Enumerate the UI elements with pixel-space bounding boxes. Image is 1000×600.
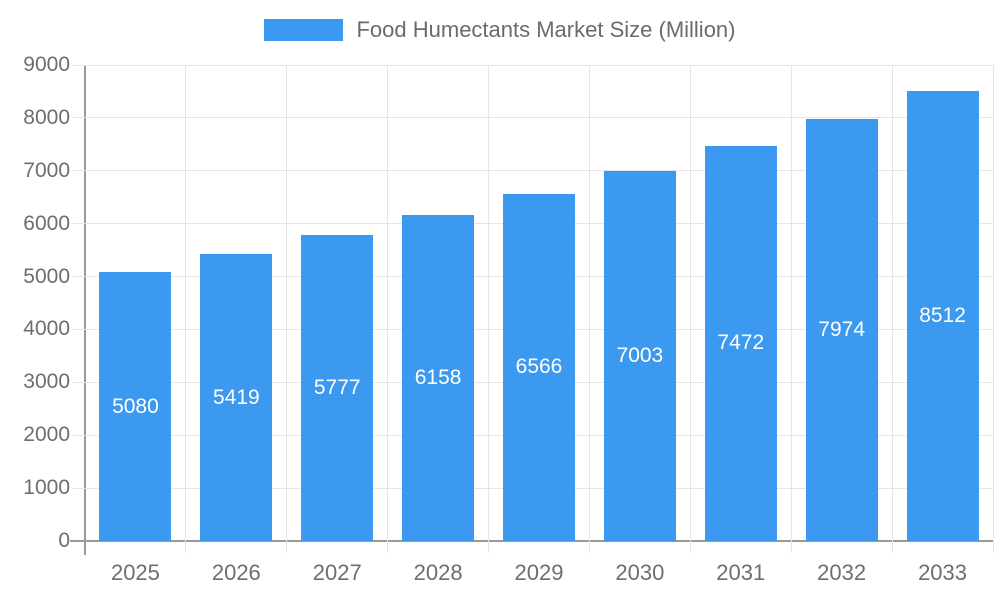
legend-item[interactable]: Food Humectants Market Size (Million) xyxy=(264,17,736,43)
x-gridline xyxy=(488,65,490,541)
legend-swatch-icon xyxy=(264,19,344,41)
y-tick xyxy=(73,381,85,383)
y-tick xyxy=(73,170,85,172)
x-tick-label: 2030 xyxy=(615,560,665,585)
x-tick xyxy=(689,541,691,553)
y-tick xyxy=(73,223,85,225)
bar-value-label: 7974 xyxy=(818,318,866,342)
y-tick-label: 4000 xyxy=(23,317,70,341)
bar-2026[interactable] xyxy=(200,254,273,541)
x-tick xyxy=(84,541,86,555)
x-tick xyxy=(488,541,490,553)
x-tick-label: 2032 xyxy=(817,560,867,585)
y-axis-line xyxy=(84,65,86,555)
x-tick-label: 2027 xyxy=(312,560,362,585)
x-gridline xyxy=(185,65,187,541)
bar-2025[interactable] xyxy=(99,272,172,541)
y-tick xyxy=(73,328,85,330)
bar-value-label: 8512 xyxy=(919,303,966,327)
bar-value-label: 5080 xyxy=(112,394,159,418)
x-tick xyxy=(588,541,590,553)
y-tick-label: 6000 xyxy=(23,211,70,235)
y-tick-label: 2000 xyxy=(23,423,70,447)
x-tick xyxy=(891,541,893,553)
x-tick xyxy=(992,541,994,553)
x-gridline xyxy=(286,65,288,541)
bar-value-label: 7003 xyxy=(616,343,664,367)
bar-value-label: 5419 xyxy=(212,385,260,409)
bar-2033[interactable] xyxy=(906,90,979,541)
x-tick xyxy=(286,541,288,553)
y-tick-label: 5000 xyxy=(23,264,70,288)
bar-2029[interactable] xyxy=(503,193,575,541)
legend: Food Humectants Market Size (Million) xyxy=(0,17,1000,43)
bar-value-label: 6566 xyxy=(515,355,563,379)
y-tick xyxy=(73,117,85,119)
x-tick-label: 2029 xyxy=(514,560,564,585)
y-tick xyxy=(73,434,85,436)
x-tick-label: 2026 xyxy=(211,560,261,585)
y-tick xyxy=(73,64,85,66)
y-tick-label: 7000 xyxy=(23,158,70,182)
legend-label: Food Humectants Market Size (Million) xyxy=(356,17,736,42)
bar-value-label: 5777 xyxy=(313,376,361,400)
x-gridline xyxy=(891,65,893,541)
bar-2028[interactable] xyxy=(402,215,475,541)
bar-2030[interactable] xyxy=(603,170,676,541)
bar-2031[interactable] xyxy=(704,145,777,541)
y-gridline xyxy=(85,170,993,172)
y-gridline xyxy=(85,117,993,119)
y-tick xyxy=(70,540,85,542)
bar-value-label: 7472 xyxy=(717,331,765,355)
y-tick-label: 0 xyxy=(58,529,70,552)
x-tick xyxy=(790,541,792,553)
x-gridline xyxy=(992,65,994,541)
x-tick xyxy=(387,541,389,553)
bar-value-label: 6158 xyxy=(414,366,462,390)
plot-area: 5080 5419 5777 6158 6566 7003 7472 7974 8512 xyxy=(85,64,994,541)
x-tick-label: 2025 xyxy=(110,560,160,585)
x-tick-label: 2028 xyxy=(413,560,463,585)
y-tick-label: 1000 xyxy=(23,476,70,500)
x-gridline xyxy=(790,65,792,541)
bar-2032[interactable] xyxy=(805,119,878,541)
x-gridline xyxy=(689,65,691,541)
x-gridline xyxy=(588,65,590,541)
y-tick xyxy=(73,276,85,278)
y-tick-label: 3000 xyxy=(23,370,70,394)
x-tick-label: 2033 xyxy=(918,560,968,585)
x-axis-line xyxy=(85,540,994,542)
x-gridline xyxy=(387,65,389,541)
y-gridline xyxy=(85,64,993,66)
y-tick-label: 9000 xyxy=(23,53,70,76)
y-tick-label: 8000 xyxy=(23,105,70,129)
y-tick xyxy=(73,487,85,489)
bar-2027[interactable] xyxy=(301,235,374,541)
x-tick-label: 2031 xyxy=(716,560,766,585)
x-tick xyxy=(185,541,187,553)
